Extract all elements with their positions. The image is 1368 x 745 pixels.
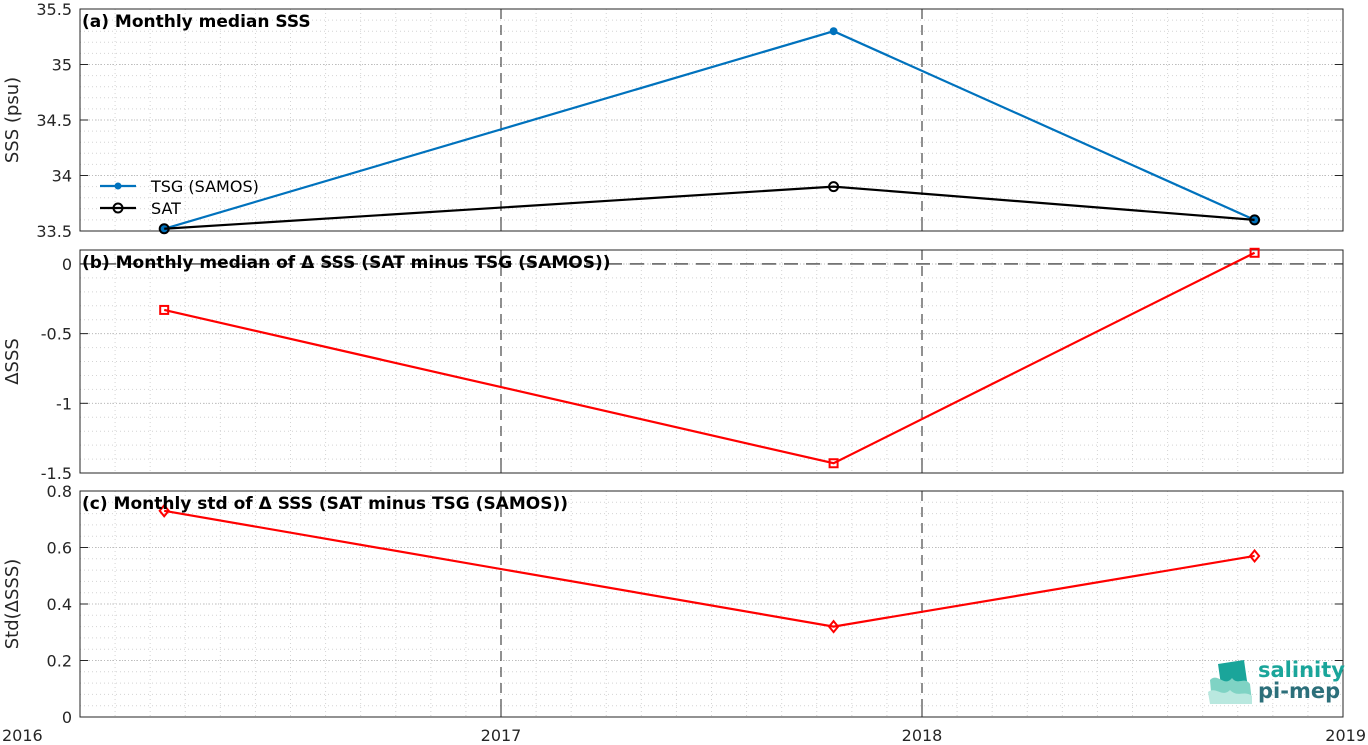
y-tick-label: 35.5 xyxy=(36,0,72,19)
y-tick-label: 34 xyxy=(52,167,72,186)
data-point xyxy=(158,223,170,235)
x-tick-label: 2016 xyxy=(2,726,43,745)
y-ticks: -1.5 -1 -0.5 0 xyxy=(41,255,1343,483)
y-ticks: 0 0.2 0.4 0.6 0.8 xyxy=(47,482,1343,727)
data-point xyxy=(828,458,839,469)
logo-text-pi-mep: pi-mep xyxy=(1258,679,1340,703)
series-0 xyxy=(158,503,1261,634)
data-point xyxy=(827,619,840,634)
panel-b: -1.5 -1 -0.5 0 ΔSSS (b) Monthly median of Δ S… xyxy=(2,247,1344,483)
legend: TSG (SAMOS) SAT xyxy=(100,177,259,218)
salinity-pi-mep-logo: salinity pi-mep xyxy=(1208,658,1345,704)
legend-label: SAT xyxy=(151,199,181,218)
x-ticks xyxy=(79,9,1344,231)
y-tick-label: 34.5 xyxy=(36,111,72,130)
y-tick-label: -0.5 xyxy=(41,325,72,344)
y-tick-label: -1 xyxy=(56,394,72,413)
data-point xyxy=(1248,548,1261,564)
y-axis-label: ΔSSS xyxy=(2,338,23,385)
y-axis-label: Std(ΔSSS) xyxy=(2,559,23,650)
axes-box xyxy=(79,249,1344,474)
y-tick-label: 0 xyxy=(62,255,72,274)
grid xyxy=(80,8,1343,232)
legend-label: TSG (SAMOS) xyxy=(150,177,259,196)
x-ticks: 2016 2017 2018 2019 xyxy=(2,491,1366,745)
y-tick-label: 35 xyxy=(52,56,72,75)
data-point xyxy=(159,304,170,315)
legend-marker xyxy=(114,182,122,190)
panel-a: 33.5 34 34.5 35 35.5 SSS (psu) (a) Monthly med… xyxy=(2,0,1344,241)
data-point xyxy=(158,503,170,518)
panel-c: 0 0.2 0.4 0.6 0.8 2016 2017 2018 2019 Std(ΔSSS) (c… xyxy=(2,482,1366,745)
panel-title: (b) Monthly median of Δ SSS (SAT minus T… xyxy=(82,253,611,273)
grid xyxy=(80,249,1343,474)
series-line xyxy=(163,251,1256,465)
x-ticks xyxy=(79,250,1344,473)
x-tick-label: 2019 xyxy=(1325,726,1366,745)
y-tick-label: 0.6 xyxy=(47,539,72,558)
series-1 xyxy=(158,181,1261,235)
y-tick-label: 0 xyxy=(62,708,72,727)
logo-text-salinity: salinity xyxy=(1258,658,1345,682)
x-tick-label: 2018 xyxy=(902,726,943,745)
series-line xyxy=(164,185,1255,230)
plot-area xyxy=(80,250,1343,473)
y-tick-label: 0.4 xyxy=(47,595,72,614)
logo-mark-wave-light xyxy=(1208,690,1252,704)
y-tick-label: 0.2 xyxy=(47,652,72,671)
data-point xyxy=(829,27,838,36)
legend-marker xyxy=(112,202,124,214)
series-0 xyxy=(159,247,1260,469)
x-tick-label: 2017 xyxy=(481,726,522,745)
y-ticks: 33.5 34 34.5 35 35.5 xyxy=(36,0,1343,241)
data-point xyxy=(828,181,840,193)
panel-title: (a) Monthly median SSS xyxy=(82,12,311,32)
y-tick-label: 33.5 xyxy=(36,222,72,241)
panel-title: (c) Monthly std of Δ SSS (SAT minus TSG … xyxy=(82,494,568,514)
y-axis-label: SSS (psu) xyxy=(2,77,23,163)
data-point xyxy=(1249,214,1261,226)
series-line xyxy=(164,509,1255,628)
data-point xyxy=(1249,247,1260,258)
y-tick-label: 0.8 xyxy=(47,482,72,501)
y-tick-label: -1.5 xyxy=(41,464,72,483)
